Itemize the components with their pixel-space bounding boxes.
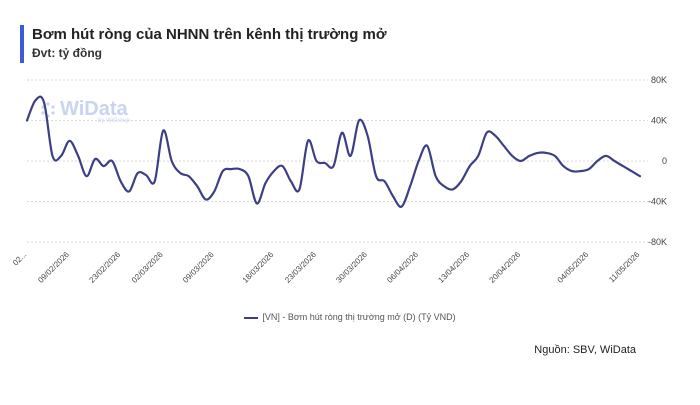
source-note: Nguồn: SBV, WiData [534,344,636,356]
x-tick-label: 30/03/2026 [334,250,369,285]
y-tick-label: -40K [648,197,667,207]
y-tick-label: 40K [651,116,667,126]
series-line [25,95,642,208]
x-tick-label: 09/02/2026 [36,250,71,285]
watermark-name: WiData [60,98,128,120]
x-tick-label: 20/04/2026 [488,250,523,285]
x-tick-label: 06/04/2026 [385,250,420,285]
chart-unit-label: Đvt: tỷ đồng [32,46,102,60]
x-tick-label: 04/05/2026 [556,250,591,285]
y-tick-label: 80K [651,75,667,85]
x-tick-label: 02... [11,250,28,267]
x-tick-label: 11/05/2026 [607,250,642,285]
y-tick-label: 0 [662,156,667,166]
x-tick-label: 18/03/2026 [241,250,276,285]
watermark-sub: by WiGroup [98,118,130,124]
x-tick-label: 23/03/2026 [283,250,318,285]
legend-label: [VN] - Bơm hút ròng thị trường mở (D) (T… [262,312,456,322]
x-tick-label: 02/03/2026 [130,250,165,285]
x-tick-label: 09/03/2026 [181,250,216,285]
x-tick-label: 13/04/2026 [436,250,471,285]
legend-swatch [244,316,259,319]
x-tick-label: 23/02/2026 [87,250,122,285]
widata-watermark: WiData by WiGroup [40,98,130,124]
y-tick-label: -80K [648,237,667,247]
title-accent-bar [20,25,24,63]
chart-legend[interactable]: [VN] - Bơm hút ròng thị trường mở (D) (T… [0,312,700,322]
chart-title: Bơm hút ròng của NHNN trên kênh thị trườ… [32,26,387,43]
